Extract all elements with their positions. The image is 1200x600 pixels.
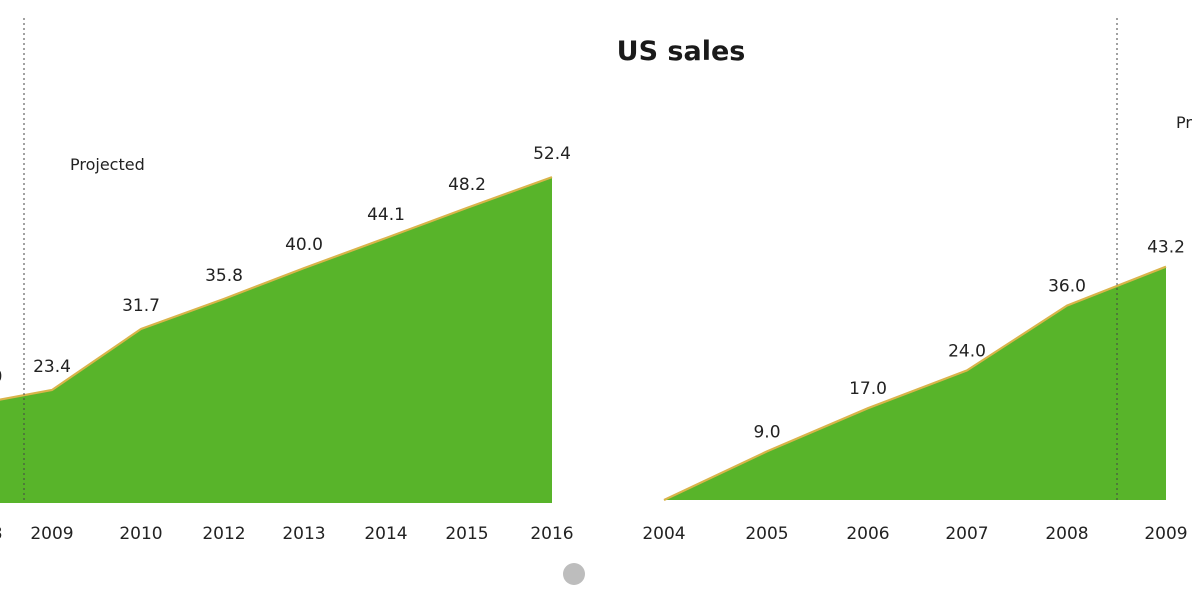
data-label: 52.4 — [533, 144, 571, 164]
data-label: 36.0 — [1048, 277, 1086, 297]
projected-annotation: Projected — [70, 155, 145, 174]
x-tick-label: 2015 — [445, 524, 488, 544]
data-label: 23.4 — [33, 357, 71, 377]
data-label: 17.0 — [849, 379, 887, 399]
x-tick-label: 2014 — [364, 524, 407, 544]
x-tick-label: 2010 — [119, 524, 162, 544]
x-tick-label: 2009 — [1144, 524, 1187, 544]
x-tick-label: 2006 — [846, 524, 889, 544]
data-label: 9.0 — [753, 422, 780, 442]
data-label: 40.0 — [285, 235, 323, 255]
watermark-icon — [563, 563, 585, 585]
data-label: 31.7 — [122, 296, 160, 316]
series-line — [0, 176, 553, 401]
x-tick-label: 2012 — [202, 524, 245, 544]
x-tick-label: 2016 — [530, 524, 573, 544]
data-label: 43.2 — [1147, 238, 1185, 258]
data-label: 0 — [0, 367, 2, 387]
right-area-chart: Pr 9.0 17.0 24.0 36.0 43.2 2004 2005 2006 2007 200… — [642, 18, 1192, 544]
x-tick-label: 2013 — [282, 524, 325, 544]
data-label: 48.2 — [448, 175, 486, 195]
series-line — [663, 265, 1167, 501]
x-tick-label: 2008 — [1045, 524, 1088, 544]
area-fill — [0, 177, 552, 503]
left-area-chart: Projected 0 23.4 31.7 35.8 40.0 44.1 48.2 52.4 8 2… — [0, 18, 574, 544]
x-tick-label: 2004 — [642, 524, 685, 544]
x-tick-label: 2009 — [30, 524, 73, 544]
x-tick-label: 8 — [0, 524, 2, 544]
data-label: 24.0 — [948, 341, 986, 361]
x-tick-label: 2005 — [745, 524, 788, 544]
x-tick-label: 2007 — [945, 524, 988, 544]
data-label: 44.1 — [367, 205, 405, 225]
data-label: 35.8 — [205, 266, 243, 286]
area-fill — [664, 266, 1166, 500]
projected-annotation: Pr — [1176, 113, 1192, 132]
chart-title: US sales — [617, 36, 746, 67]
